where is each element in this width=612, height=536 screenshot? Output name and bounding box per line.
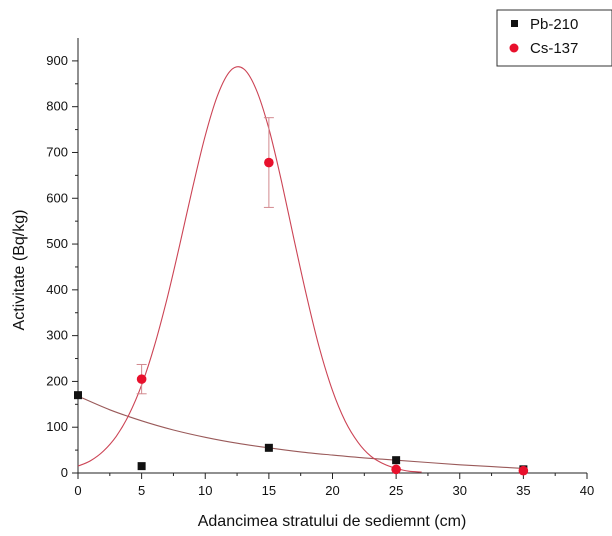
y-tick-label: 200 [46,373,68,388]
data-point-pb210 [264,443,273,452]
legend-label-pb210: Pb-210 [530,16,578,33]
data-point-cs137 [136,374,147,384]
x-axis-title: Adancimea stratului de sediemnt (cm) [198,513,467,530]
data-point-cs137 [264,157,274,168]
x-tick-label: 40 [580,483,594,498]
legend-marker-cs137 [509,43,519,53]
legend: Pb-210 Cs-137 [496,9,612,67]
y-tick-label: 300 [46,328,68,343]
y-tick-label: 900 [46,53,68,68]
y-tick-label: 400 [46,282,68,297]
legend-box [496,9,612,67]
x-tick-label: 15 [262,483,276,498]
y-tick-label: 600 [46,190,68,205]
data-point-pb210 [74,391,82,400]
error-bars [136,117,274,395]
data-point-pb210 [137,462,146,471]
y-tick-label: 800 [46,99,68,114]
y-tick-label: 500 [46,236,68,251]
data-point-cs137 [391,464,401,475]
y-axis-title: Activitate (Bq/kg) [11,210,28,331]
y-tick-label: 100 [46,419,68,434]
x-axis: 0 5 10 15 20 25 30 35 40 [74,473,594,498]
legend-marker-pb210 [511,20,518,27]
plot-frame [77,38,587,474]
data-point-cs137 [518,465,529,476]
x-tick-label: 20 [325,483,339,498]
x-tick-label: 0 [74,483,81,498]
y-axis: 0 100 200 300 400 500 600 700 800 900 [46,53,78,480]
fit-line-cs137 [77,66,422,473]
x-tick-label: 25 [389,483,403,498]
x-tick-label: 10 [198,483,212,498]
y-tick-label: 700 [46,144,68,159]
fit-lines [77,66,524,473]
x-tick-label: 35 [516,483,530,498]
x-tick-label: 30 [453,483,467,498]
data-markers [74,157,529,476]
legend-label-cs137: Cs-137 [530,40,578,57]
fit-line-pb210 [77,395,524,469]
x-tick-label: 5 [138,483,145,498]
data-point-pb210 [392,456,401,465]
y-tick-label: 0 [61,465,68,480]
